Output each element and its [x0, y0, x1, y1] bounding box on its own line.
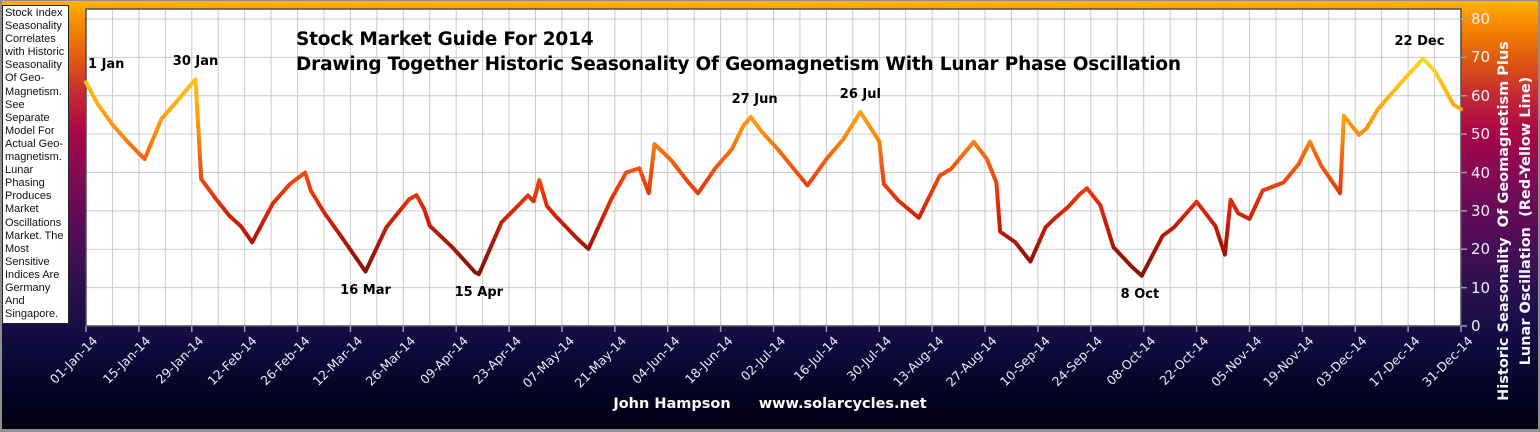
note-box: Stock Index Seasonality Correlates with … [2, 5, 69, 325]
seasonality-line-series [84, 56, 1463, 278]
y-axis-title-line1: Historic Seasonality Of Geomagnetism Plu… [1496, 41, 1512, 401]
chart-title: Stock Market Guide For 2014 Drawing Toge… [296, 27, 1181, 77]
annotation-26-jul: 26 Jul [839, 86, 881, 102]
chart-title-line1: Stock Market Guide For 2014 [296, 29, 594, 50]
annotation-30-jan: 30 Jan [172, 54, 219, 70]
y-axis-tick-label: 10 [1471, 278, 1491, 297]
y-axis-tick-label: 30 [1471, 201, 1491, 220]
y-axis-tick-label: 40 [1471, 163, 1491, 182]
annotation-16-mar: 16 Mar [340, 282, 391, 298]
y-axis-tick-label: 80 [1471, 10, 1491, 28]
annotation-22-dec: 22 Dec [1394, 33, 1445, 49]
annotation-1-jan: 1 Jan [88, 57, 125, 73]
y-axis-title: Historic Seasonality Of Geomagnetism Plu… [1493, 6, 1537, 429]
annotation-15-apr: 15 Apr [454, 285, 504, 301]
y-axis-tick-label: 0 [1471, 317, 1481, 335]
chart-title-line2: Drawing Together Historic Seasonality Of… [296, 54, 1181, 75]
y-axis-tick-label: 60 [1471, 86, 1491, 105]
footer-website: www.solarcycles.net [758, 396, 927, 412]
y-axis-title-line2: Lunar Oscillation (Red-Yellow Line) [1518, 76, 1534, 366]
y-axis-tick-label: 50 [1471, 125, 1491, 144]
y-axis-tick-label: 20 [1471, 240, 1491, 259]
annotation-8-oct: 8 Oct [1120, 286, 1160, 302]
y-axis-tick-label: 70 [1471, 48, 1491, 67]
footer: John Hampson www.solarcycles.net [2, 396, 1538, 412]
footer-author: John Hampson [613, 396, 731, 412]
annotation-27-jun: 27 Jun [731, 91, 778, 107]
